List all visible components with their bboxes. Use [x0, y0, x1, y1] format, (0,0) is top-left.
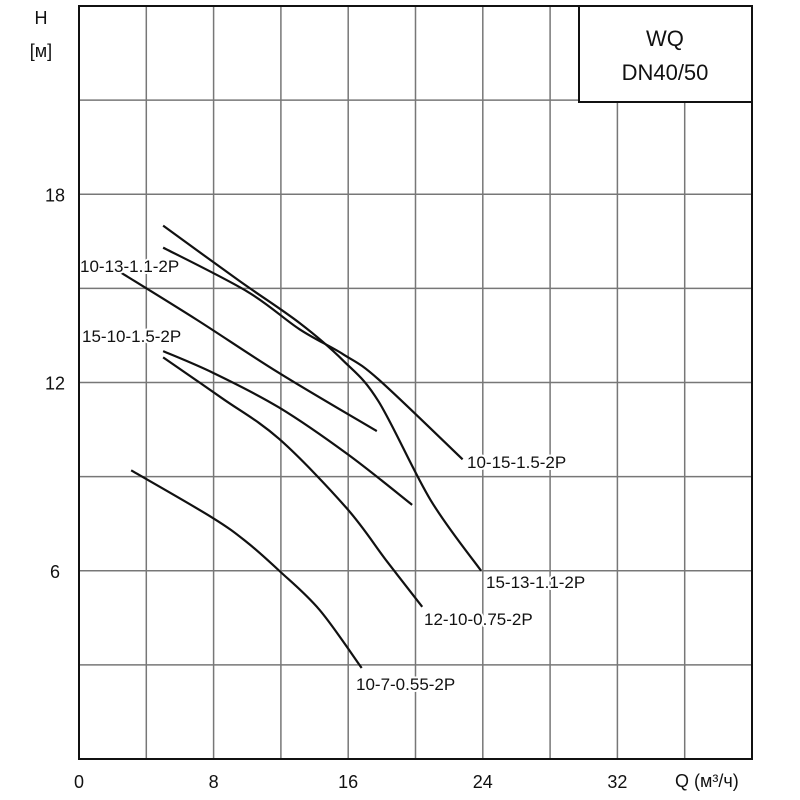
- title-line-2: DN40/50: [622, 60, 709, 85]
- x-tick-label: 16: [338, 772, 358, 792]
- y-tick-label: 12: [45, 374, 65, 394]
- series-label: 15-10-1.5-2P: [82, 327, 181, 346]
- title-line-1: WQ: [646, 26, 684, 51]
- series-label: 10-7-0.55-2P: [356, 675, 455, 694]
- series-label: 10-13-1.1-2P: [80, 257, 179, 276]
- curve-10-13-1.1-2P: [120, 271, 378, 433]
- series-labels: 15-13-1.1-2P 10-15-1.5-2P 10-13-1.1-2P 15-1…: [78, 255, 587, 696]
- plot-frame: [78, 5, 753, 760]
- tick-labels: 0 8 16 24 32 6 12 18: [45, 185, 627, 792]
- series-label: 10-15-1.5-2P: [467, 453, 566, 472]
- y-axis-label-unit: [м]: [30, 41, 52, 61]
- y-tick-label: 6: [50, 562, 60, 582]
- x-tick-label: 8: [209, 772, 219, 792]
- grid: [79, 6, 752, 759]
- y-tick-label: 18: [45, 185, 65, 205]
- series-label: 12-10-0.75-2P: [424, 610, 533, 629]
- x-tick-label: 32: [607, 772, 627, 792]
- y-axis-label-h: H: [35, 8, 48, 28]
- curve-15-13-1.1-2P: [162, 224, 483, 572]
- curve-10-7-0.55-2P: [130, 469, 363, 669]
- curve-15-10-1.5-2P: [162, 350, 413, 506]
- curves: [120, 224, 483, 669]
- title-box: WQ DN40/50: [578, 5, 753, 103]
- curve-12-10-0.75-2P: [162, 356, 424, 608]
- curve-10-15-1.5-2P: [162, 246, 464, 461]
- x-axis-label: Q (м³/ч): [675, 771, 739, 791]
- x-tick-label: 24: [473, 772, 493, 792]
- series-label: 15-13-1.1-2P: [486, 573, 585, 592]
- x-tick-label: 0: [74, 772, 84, 792]
